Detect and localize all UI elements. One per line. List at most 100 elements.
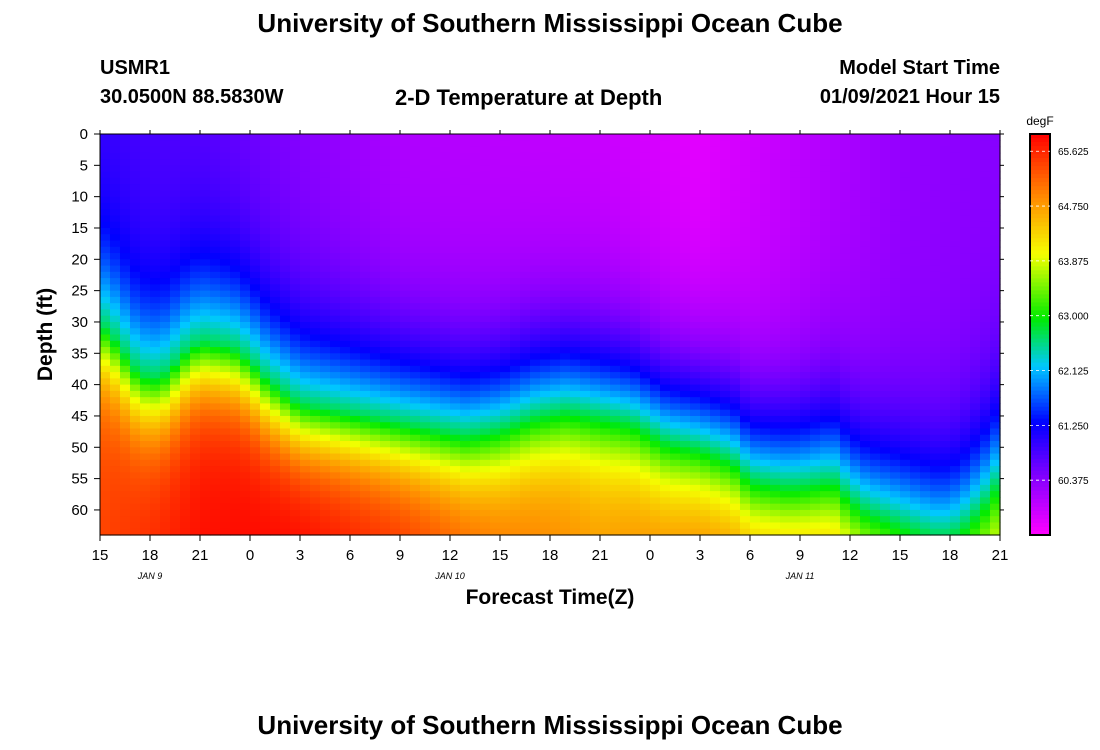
heat-cell: [130, 372, 141, 379]
heat-cell: [130, 403, 141, 411]
heat-cell: [440, 409, 451, 417]
heat-cell: [180, 353, 191, 361]
heat-cell: [360, 303, 371, 311]
heat-cell: [240, 447, 251, 455]
heat-cell: [770, 146, 781, 154]
heat-cell: [570, 240, 581, 248]
heat-cell: [740, 447, 751, 455]
heat-cell: [210, 159, 221, 166]
heat-cell: [780, 503, 791, 511]
heat-cell: [230, 365, 241, 373]
heat-cell: [810, 159, 821, 166]
heat-cell: [330, 441, 341, 448]
heat-cell: [450, 334, 461, 342]
heat-cell: [460, 466, 471, 473]
heat-cell: [240, 134, 251, 141]
heat-cell: [360, 259, 371, 267]
heat-cell: [300, 184, 311, 191]
heat-cell: [760, 321, 771, 329]
heat-cell: [630, 253, 641, 260]
heat-cell: [270, 290, 281, 298]
heat-cell: [710, 171, 721, 179]
heat-cell: [660, 328, 671, 336]
heat-cell: [480, 227, 491, 235]
heat-cell: [340, 290, 351, 298]
heat-cell: [360, 271, 371, 279]
heat-cell: [170, 240, 181, 248]
heat-cell: [750, 353, 761, 361]
heat-cell: [550, 159, 561, 166]
heat-cell: [650, 478, 661, 486]
heat-cell: [810, 353, 821, 361]
heat-cell: [640, 278, 651, 285]
heat-cell: [730, 259, 741, 267]
heat-cell: [140, 528, 151, 536]
heat-cell: [160, 503, 171, 511]
heat-cell: [770, 152, 781, 160]
heat-cell: [300, 441, 311, 448]
heat-cell: [590, 284, 601, 292]
heat-cell: [840, 528, 851, 536]
heat-cell: [290, 278, 301, 285]
heat-cell: [580, 516, 591, 524]
heat-cell: [650, 171, 661, 179]
heat-cell: [460, 459, 471, 467]
heat-cell: [740, 303, 751, 311]
heat-cell: [500, 347, 511, 354]
heat-cell: [210, 152, 221, 160]
heat-cell: [790, 159, 801, 166]
heat-cell: [750, 184, 761, 191]
heat-cell: [190, 478, 201, 486]
heat-cell: [400, 140, 411, 148]
heat-cell: [380, 453, 391, 461]
heat-cell: [150, 271, 161, 279]
heat-cell: [810, 215, 821, 223]
heat-cell: [780, 415, 791, 423]
heat-cell: [580, 365, 591, 373]
heat-cell: [520, 447, 531, 455]
heat-cell: [700, 165, 711, 173]
heat-cell: [120, 159, 131, 166]
heat-cell: [640, 497, 651, 505]
heat-cell: [240, 509, 251, 517]
heat-cell: [520, 165, 531, 173]
heat-cell: [190, 290, 201, 298]
heat-cell: [530, 321, 541, 329]
heat-cell: [360, 415, 371, 423]
heat-cell: [610, 522, 621, 530]
heat-cell: [140, 134, 151, 141]
heat-cell: [250, 171, 261, 179]
heat-cell: [760, 309, 771, 317]
heat-cell: [290, 246, 301, 254]
heat-cell: [810, 390, 821, 398]
heat-cell: [280, 303, 291, 311]
heat-cell: [190, 503, 201, 511]
heat-cell: [120, 328, 131, 336]
heat-cell: [130, 509, 141, 517]
heat-cell: [750, 315, 761, 323]
heat-cell: [430, 240, 441, 248]
heat-cell: [270, 353, 281, 361]
heat-cell: [780, 202, 791, 210]
heat-cell: [390, 209, 401, 217]
heat-cell: [510, 365, 521, 373]
heat-cell: [280, 296, 291, 304]
heat-cell: [440, 497, 451, 505]
heat-cell: [580, 328, 591, 336]
heat-cell: [760, 227, 771, 235]
heat-cell: [450, 221, 461, 229]
heat-cell: [490, 503, 501, 511]
heat-cell: [170, 522, 181, 530]
heat-cell: [360, 459, 371, 467]
heat-cell: [690, 202, 701, 210]
heat-cell: [330, 372, 341, 379]
heat-cell: [420, 478, 431, 486]
heat-cell: [110, 234, 121, 242]
heat-cell: [470, 334, 481, 342]
heat-cell: [830, 240, 841, 248]
heat-cell: [260, 466, 271, 473]
heat-cell: [720, 177, 731, 185]
heat-cell: [400, 453, 411, 461]
heat-cell: [760, 171, 771, 179]
heat-cell: [500, 209, 511, 217]
